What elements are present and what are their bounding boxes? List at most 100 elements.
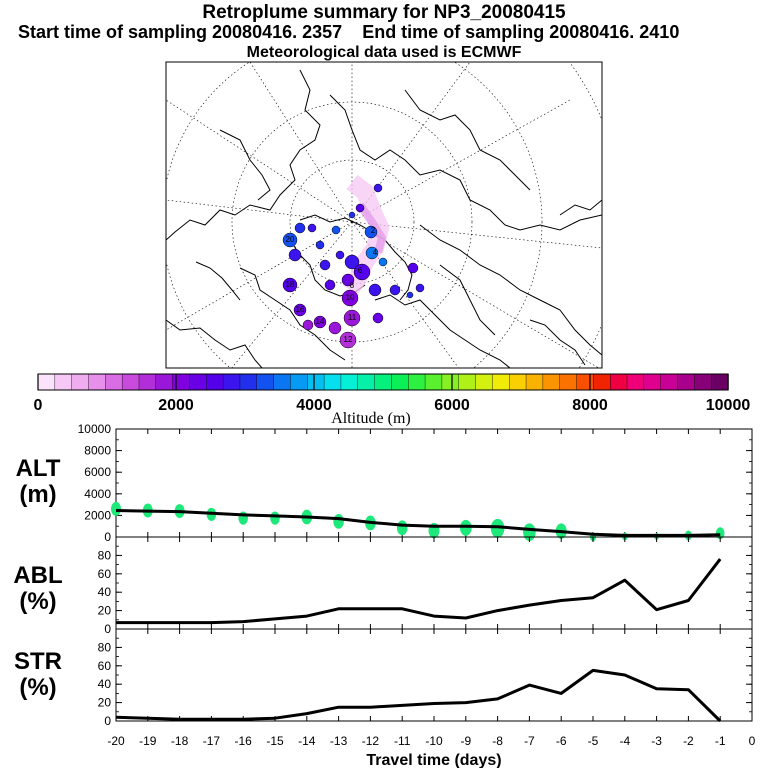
colorbar-tick-label: 8000 [572, 397, 608, 414]
coastlines [166, 69, 602, 368]
x-tick-label: -9 [460, 734, 471, 748]
x-tick-label: -11 [394, 734, 411, 748]
colorbar-cells [37, 373, 729, 391]
plume-centroid [378, 257, 388, 267]
colorbar-cell [643, 373, 662, 391]
plume-centroid [328, 321, 342, 335]
alt-label-line2: (m) [19, 481, 57, 508]
y-tick-label: 8000 [84, 444, 111, 458]
colorbar-cell [391, 373, 409, 391]
plume-centroid [341, 289, 359, 307]
plume-day-label: 14 [316, 317, 325, 326]
colorbar-cell [105, 373, 123, 391]
colorbar-cell [509, 373, 527, 391]
polar-map: 2 4 68 10 11 12 14 16 18 20 [165, 61, 603, 369]
x-tick-label: -16 [235, 734, 253, 748]
plume-centroid [282, 277, 298, 293]
plume-centroid [282, 232, 298, 248]
colorbar-cell [239, 373, 258, 391]
panel-frame [115, 628, 753, 722]
colorbar-cell [610, 373, 628, 391]
str-label-line1: STR [14, 648, 62, 675]
x-tick-label: -15 [266, 734, 284, 748]
plume-centroid [355, 203, 365, 213]
panel-abl: 0 20 40 60 80 [98, 536, 753, 636]
colorbar-cell [71, 373, 90, 391]
altitude-marker [333, 513, 344, 529]
colorbar-cell [475, 373, 494, 391]
colorbar-cell [357, 373, 376, 391]
plume-day-label: 20 [286, 235, 295, 244]
plume-day-label: 16 [296, 305, 305, 314]
y-tick-label: 4000 [84, 487, 111, 501]
plume-centroid [324, 279, 336, 291]
series-line [115, 509, 721, 537]
y-tick-label: 20 [98, 696, 112, 710]
x-tick-label: -20 [107, 734, 125, 748]
y-tick-label: 80 [98, 640, 112, 654]
y-tick-label: 0 [104, 714, 111, 728]
abl-label-line1: ABL [13, 562, 63, 589]
plume-centroid [341, 273, 355, 287]
y-tick-label: 40 [98, 585, 112, 599]
colorbar-title: Altitude (m) [331, 410, 411, 427]
colorbar-cell [677, 373, 696, 391]
colorbar-cell [189, 373, 207, 391]
plume-centroid [293, 303, 307, 317]
altitude-marker [111, 501, 121, 516]
plume-centroid [315, 240, 325, 250]
colorbar-cell [307, 373, 325, 391]
altitude-marker [396, 520, 408, 536]
plume-day-label: 8 [350, 281, 355, 290]
panel-str: 0 20 40 60 80 [98, 628, 753, 728]
plume-centroid [331, 225, 341, 235]
plume-centroid [368, 283, 382, 297]
x-tick-label: -1 [715, 734, 726, 748]
abl-label-line2: (%) [19, 588, 57, 615]
plume-centroid [302, 319, 314, 331]
plume-centroid [406, 291, 414, 299]
plume-centroid [372, 312, 384, 324]
plume-centroid [353, 263, 371, 281]
series-line [115, 668, 722, 723]
y-tick-label: 60 [98, 567, 112, 581]
colorbar-cell [121, 373, 140, 391]
colorbar-tick-label: 4000 [296, 397, 332, 414]
time-series-panels: 0 2000 4000 6000 8000 10000 0 20 40 60 80 0 20 40 60 80… [78, 422, 756, 768]
alt-label-line1: ALT [15, 455, 61, 482]
plume-centroid [307, 223, 317, 233]
y-tick-label: 0 [104, 622, 111, 636]
x-tick-label: -3 [651, 734, 662, 748]
colorbar-cell [660, 373, 679, 391]
colorbar-cell [290, 373, 308, 391]
plume-centroid [335, 250, 345, 260]
x-tick-label: 0 [749, 734, 756, 748]
colorbar-cell [408, 373, 426, 391]
x-tick-label: -19 [139, 734, 157, 748]
plume-day-label: 18 [286, 280, 295, 289]
y-tick-label: 10000 [78, 422, 112, 436]
colorbar-cell [576, 373, 595, 391]
y-tick-label: 80 [98, 548, 112, 562]
plume-centroid [407, 262, 419, 274]
str-panel-label: STR (%) [3, 649, 73, 701]
start-time-label: Start time of sampling 20080416. 2357 [18, 22, 343, 42]
colorbar-cell [374, 373, 393, 391]
colorbar-cell [88, 373, 107, 391]
y-tick-label: 6000 [84, 465, 111, 479]
str-label-line2: (%) [19, 674, 57, 701]
met-data-label: Meteorological data used is ECMWF [246, 44, 522, 61]
y-tick-label: 2000 [84, 508, 111, 522]
colorbar-tick-label: 10000 [706, 397, 751, 414]
y-tick-label: 0 [104, 530, 111, 544]
plume-day-label: 11 [348, 313, 357, 322]
colorbar-tick-label: 2000 [158, 397, 194, 414]
x-tick-label: -2 [683, 734, 694, 748]
x-tick-label: -8 [492, 734, 503, 748]
colorbar-tick-label: 6000 [434, 397, 470, 414]
plume-day-label: 6 [358, 266, 363, 275]
colorbar-cell [37, 373, 56, 391]
plume-centroid [415, 283, 425, 293]
colorbar-cell [256, 373, 275, 391]
